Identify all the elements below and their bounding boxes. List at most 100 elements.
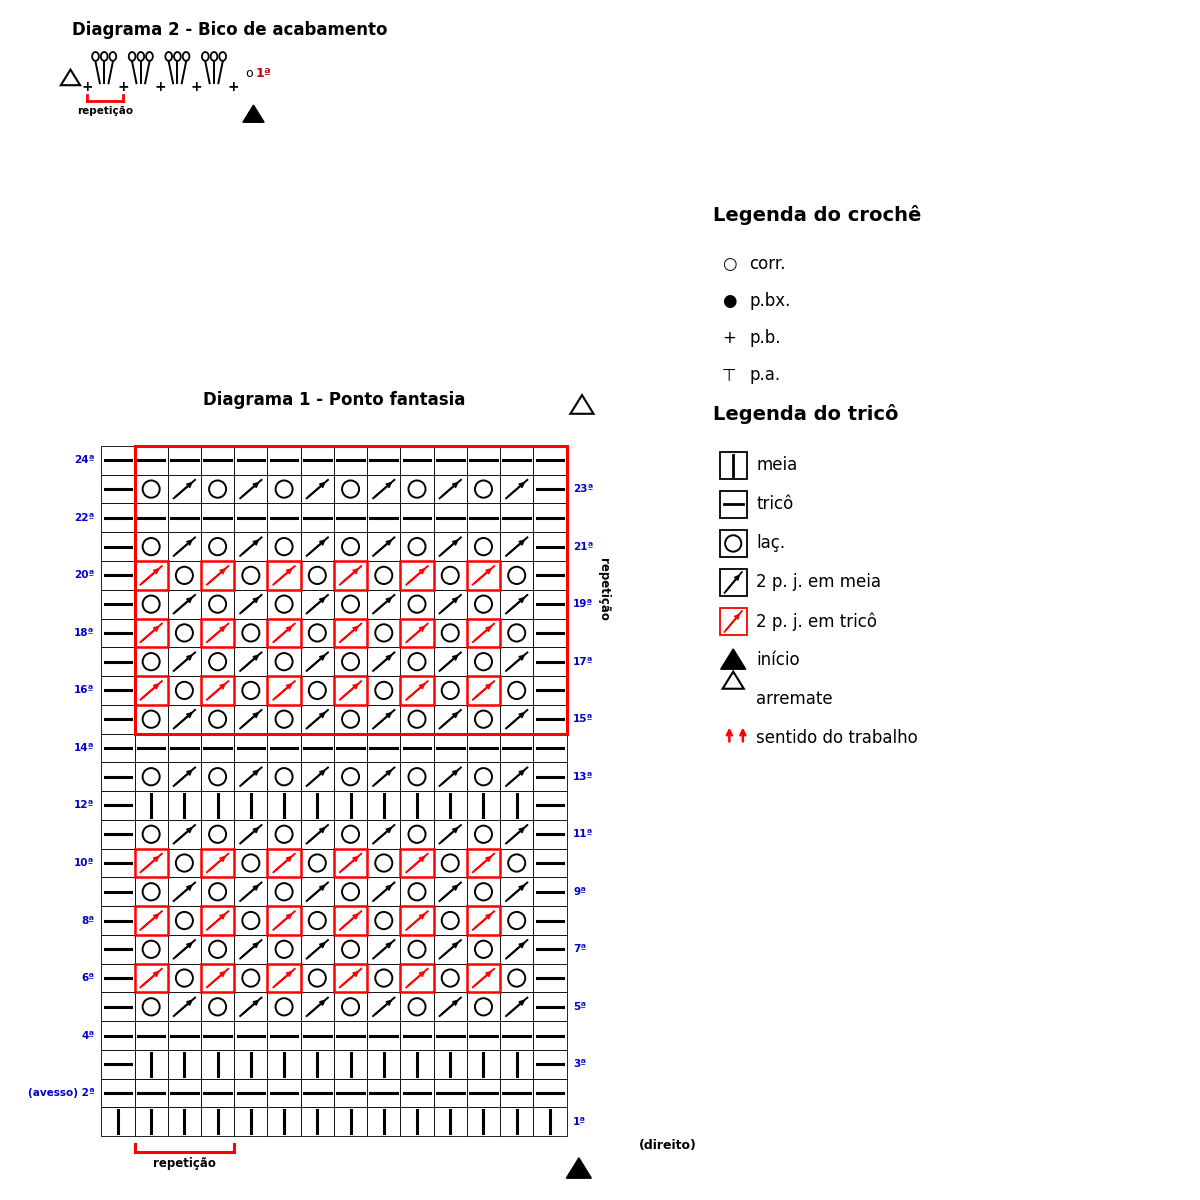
Bar xyxy=(268,877,301,906)
Bar xyxy=(367,589,401,618)
Bar xyxy=(334,1050,367,1079)
Bar xyxy=(500,1108,533,1136)
Text: 6ª: 6ª xyxy=(82,973,95,983)
Bar xyxy=(433,820,467,848)
Bar xyxy=(334,533,367,560)
Bar xyxy=(200,733,234,762)
Bar xyxy=(200,676,234,704)
Bar xyxy=(200,560,234,589)
Bar xyxy=(533,1021,566,1050)
Bar xyxy=(268,733,301,762)
Bar xyxy=(101,820,134,848)
Bar xyxy=(500,762,533,791)
Bar xyxy=(467,906,500,935)
Bar xyxy=(467,560,500,589)
Bar xyxy=(168,618,200,647)
Bar xyxy=(134,733,168,762)
Bar xyxy=(500,589,533,618)
Text: ●: ● xyxy=(722,292,737,310)
Bar xyxy=(401,618,433,647)
Bar xyxy=(533,733,566,762)
Text: 22ª: 22ª xyxy=(74,512,95,523)
Text: +: + xyxy=(228,80,239,94)
Bar xyxy=(500,848,533,877)
Bar xyxy=(268,560,301,589)
Text: 2 p. j. em tricô: 2 p. j. em tricô xyxy=(756,612,877,631)
Bar xyxy=(134,1021,168,1050)
Bar xyxy=(234,791,268,820)
Bar xyxy=(200,475,234,504)
Text: 19ª: 19ª xyxy=(574,599,594,610)
Bar xyxy=(168,1108,200,1136)
Bar xyxy=(234,1021,268,1050)
Bar xyxy=(533,791,566,820)
Bar xyxy=(134,820,168,848)
Bar xyxy=(101,704,134,733)
Bar xyxy=(200,906,234,935)
Text: 15ª: 15ª xyxy=(574,714,594,724)
Bar xyxy=(401,446,433,475)
Bar xyxy=(433,589,467,618)
Bar xyxy=(301,1050,334,1079)
Bar xyxy=(268,704,301,733)
Text: sentido do trabalho: sentido do trabalho xyxy=(756,730,918,748)
Bar xyxy=(401,504,433,533)
Bar xyxy=(268,906,301,935)
Text: p.bx.: p.bx. xyxy=(750,292,791,310)
Bar xyxy=(500,560,533,589)
Bar xyxy=(500,935,533,964)
Bar xyxy=(467,820,500,848)
Bar xyxy=(301,935,334,964)
Bar xyxy=(467,504,500,533)
Bar xyxy=(467,560,500,589)
Bar xyxy=(500,475,533,504)
Bar xyxy=(367,1050,401,1079)
Bar xyxy=(200,533,234,560)
Bar xyxy=(134,618,168,647)
Bar xyxy=(168,704,200,733)
Bar xyxy=(401,618,433,647)
Bar xyxy=(334,1079,367,1108)
Bar xyxy=(533,560,566,589)
Bar xyxy=(168,820,200,848)
Bar xyxy=(301,647,334,676)
Text: p.b.: p.b. xyxy=(750,329,781,347)
Text: 18ª: 18ª xyxy=(74,628,95,638)
Bar xyxy=(334,589,367,618)
Bar xyxy=(134,647,168,676)
Bar xyxy=(367,533,401,560)
Bar xyxy=(367,446,401,475)
Text: 2 p. j. em meia: 2 p. j. em meia xyxy=(756,574,881,592)
Bar xyxy=(168,1021,200,1050)
Bar xyxy=(367,647,401,676)
Bar xyxy=(467,647,500,676)
Text: laç.: laç. xyxy=(756,534,786,552)
Bar xyxy=(367,762,401,791)
Bar xyxy=(433,964,467,992)
Bar xyxy=(101,992,134,1021)
Text: tricô: tricô xyxy=(756,496,793,514)
Bar xyxy=(168,848,200,877)
Bar xyxy=(200,935,234,964)
Bar xyxy=(533,992,566,1021)
Bar xyxy=(234,877,268,906)
Bar xyxy=(200,618,234,647)
Bar xyxy=(200,1079,234,1108)
Bar xyxy=(334,504,367,533)
Text: 16ª: 16ª xyxy=(74,685,95,696)
Bar xyxy=(334,877,367,906)
Bar xyxy=(433,1021,467,1050)
Bar xyxy=(234,733,268,762)
Bar xyxy=(200,560,234,589)
Polygon shape xyxy=(570,395,594,414)
Bar xyxy=(467,733,500,762)
Bar xyxy=(134,446,168,475)
Bar xyxy=(101,935,134,964)
Text: 17ª: 17ª xyxy=(574,656,594,667)
Polygon shape xyxy=(61,70,80,85)
Bar xyxy=(367,560,401,589)
Bar xyxy=(200,964,234,992)
Text: ○: ○ xyxy=(722,254,737,272)
Bar xyxy=(200,589,234,618)
Bar xyxy=(234,704,268,733)
